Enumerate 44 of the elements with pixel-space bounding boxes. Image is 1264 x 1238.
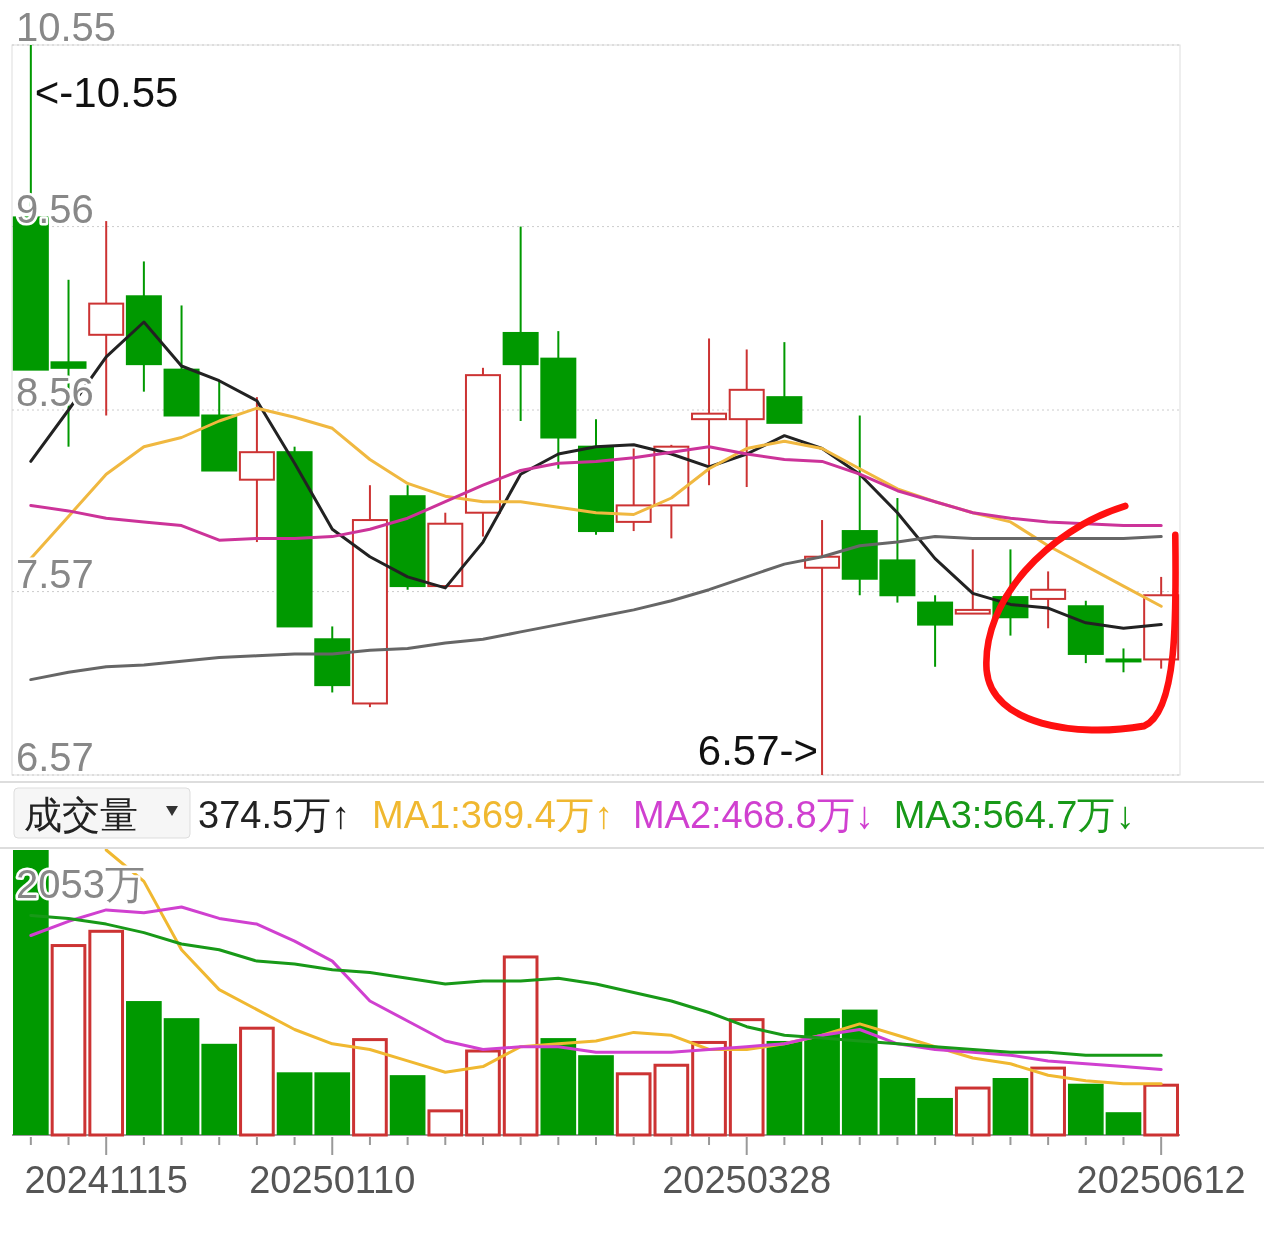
bar — [427, 1109, 464, 1137]
text: MA1:369.4万↑ — [372, 794, 613, 836]
bar — [314, 1072, 351, 1135]
bar — [691, 1040, 727, 1137]
bar — [352, 1038, 388, 1137]
bar — [992, 1078, 1029, 1135]
y-tick-label: 10.55 — [16, 5, 117, 49]
bar — [841, 1009, 878, 1135]
bar — [578, 1055, 614, 1135]
bar — [276, 1072, 313, 1135]
bar — [540, 1038, 577, 1135]
chart-title: 成交量 — [24, 794, 138, 836]
text: MA3:564.7万↓ — [893, 794, 1135, 836]
bar — [954, 1086, 991, 1137]
y-tick-label: 7.57 — [16, 551, 94, 596]
bar — [766, 1040, 803, 1135]
bar — [50, 944, 87, 1137]
annotation: <-10.55 — [34, 69, 179, 116]
x-tick-label: 20250328 — [662, 1159, 832, 1201]
bar — [1143, 1083, 1179, 1137]
bar — [389, 1075, 426, 1135]
bar — [1067, 1083, 1104, 1135]
annotation: 6.57-> — [697, 727, 819, 774]
bar — [728, 1018, 765, 1137]
text: MA2:468.8万↓ — [632, 794, 874, 836]
bar — [201, 1043, 238, 1135]
bar — [1030, 1066, 1066, 1137]
bar — [879, 1078, 916, 1135]
bar — [615, 1072, 652, 1137]
x-tick-label: 20241115 — [24, 1159, 188, 1201]
bar — [502, 955, 539, 1137]
bar — [1105, 1112, 1142, 1135]
bar — [653, 1063, 690, 1137]
x-tick-label: 20250612 — [1076, 1159, 1246, 1201]
text: 374.5万↑ — [198, 794, 351, 836]
bar — [239, 1026, 275, 1137]
bar — [126, 1001, 162, 1135]
bar — [163, 1018, 200, 1135]
bar — [88, 929, 125, 1137]
bar — [917, 1097, 953, 1135]
y-tick-label: 6.57 — [16, 735, 94, 779]
bar — [465, 1049, 501, 1137]
x-tick-label: 20250110 — [249, 1159, 416, 1201]
bar — [804, 1018, 840, 1135]
